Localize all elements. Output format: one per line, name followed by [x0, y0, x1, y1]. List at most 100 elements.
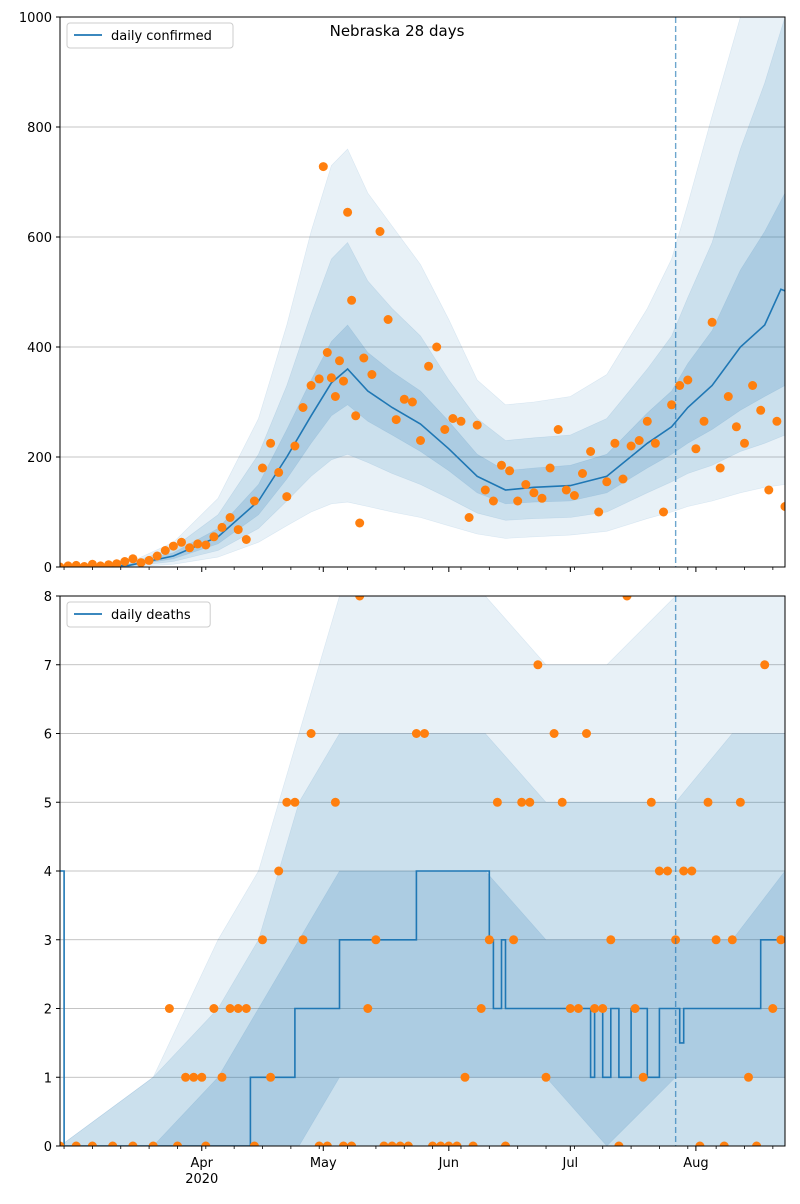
data-point [363, 1004, 373, 1013]
data-point [335, 356, 344, 366]
data-point [752, 1141, 762, 1146]
data-point [691, 444, 701, 454]
data-point [553, 425, 563, 434]
data-point [144, 555, 154, 565]
data-point [359, 353, 369, 363]
data-point [189, 1072, 199, 1082]
data-point [497, 460, 506, 470]
data-point [104, 560, 114, 567]
x-tick-label: Aug [683, 1156, 708, 1171]
data-point [383, 315, 393, 324]
data-point [590, 1004, 600, 1013]
data-point [719, 1141, 729, 1146]
series-line [60, 288, 785, 567]
data-point [87, 1141, 97, 1146]
data-point [557, 797, 567, 807]
data-point [687, 866, 697, 876]
data-point [164, 1004, 174, 1013]
data-point [448, 414, 458, 423]
data-point [71, 560, 81, 567]
data-point [60, 562, 65, 567]
data-point [715, 463, 725, 473]
data-point [517, 797, 527, 807]
data-point [266, 438, 276, 448]
data-point [173, 1141, 182, 1146]
data-point [136, 558, 146, 567]
data-point [432, 342, 442, 352]
data-point [201, 1141, 211, 1146]
data-point [258, 935, 267, 945]
data-point [209, 1004, 219, 1013]
data-point [185, 543, 195, 553]
data-point [306, 381, 316, 390]
data-point [764, 485, 774, 495]
legend-box [66, 601, 211, 628]
data-point [209, 532, 219, 542]
data-point [533, 660, 543, 670]
data-point [322, 348, 332, 357]
data-point [748, 381, 758, 390]
data-point [367, 370, 377, 379]
data-point [395, 1141, 405, 1146]
confidence-band [60, 17, 785, 567]
data-point [233, 525, 243, 535]
x-tick-label: Jul [561, 1156, 578, 1171]
x-tick-label: May [310, 1156, 337, 1171]
data-point [428, 1141, 438, 1146]
data-point [711, 935, 721, 945]
data-point [424, 361, 434, 371]
data-point [780, 502, 785, 511]
data-point [274, 467, 284, 477]
data-point [744, 1072, 753, 1082]
data-point [197, 1072, 207, 1082]
data-point [322, 1141, 332, 1146]
data-point [160, 546, 170, 555]
data-point [241, 1004, 251, 1013]
plot-area [60, 596, 785, 1146]
legend-box [66, 22, 234, 49]
legend: daily deaths [66, 601, 211, 628]
data-point [472, 420, 482, 430]
data-point [217, 1072, 227, 1082]
data-point [667, 400, 677, 410]
data-point [578, 469, 587, 478]
x-tick-sublabel: 2020 [185, 1172, 218, 1187]
data-point [468, 1141, 478, 1146]
x-tick-label: Jun [438, 1156, 459, 1171]
legend-label: daily deaths [111, 608, 191, 623]
data-point [509, 935, 519, 945]
data-point [411, 729, 421, 738]
y-tick-label: 2 [44, 1003, 52, 1018]
data-point [723, 392, 733, 401]
legend-label: daily confirmed [111, 29, 212, 44]
confidence-band [60, 192, 785, 567]
data-point [201, 540, 211, 550]
y-tick-label: 4 [44, 865, 52, 880]
data-point [476, 1004, 486, 1013]
data-point [634, 436, 644, 445]
data-point [128, 554, 138, 564]
data-point [561, 485, 571, 495]
data-point [505, 466, 515, 476]
data-point [96, 561, 105, 567]
y-tick-label: 8 [44, 590, 52, 605]
data-point [659, 507, 668, 517]
y-tick-label: 400 [27, 341, 52, 356]
data-point [79, 562, 89, 567]
data-point [306, 729, 316, 738]
data-point [456, 416, 466, 426]
data-point [735, 797, 745, 807]
y-tick-label: 0 [44, 1140, 52, 1155]
plot-area [60, 17, 785, 567]
data-point [71, 1141, 81, 1146]
data-point [606, 935, 616, 945]
x-tick-label: Apr [191, 1156, 214, 1171]
data-point [282, 492, 292, 502]
data-point [343, 207, 353, 217]
data-point [484, 935, 494, 945]
confidence-band [60, 733, 785, 1146]
y-tick-label: 0 [44, 561, 52, 576]
data-point [683, 375, 693, 385]
